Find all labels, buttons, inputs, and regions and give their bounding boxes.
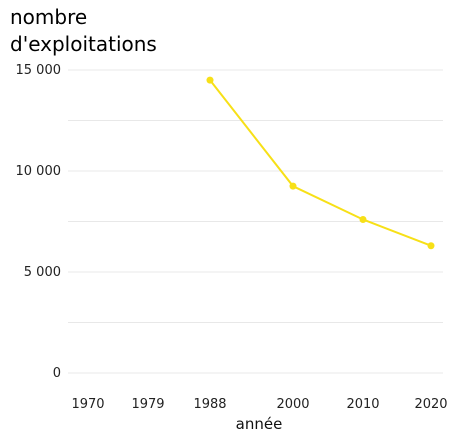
y-axis-ticks: 0 5 000 10 000 15 000 — [16, 63, 62, 381]
gridlines — [68, 69, 443, 374]
series-line — [209, 79, 432, 247]
y-tick-label: 15 000 — [16, 63, 62, 78]
y-axis-label-line-2: d'exploitations — [10, 32, 157, 56]
data-point — [206, 76, 214, 84]
x-axis-ticks: 1970 1979 1988 2000 2010 2020 — [71, 397, 447, 412]
data-point — [289, 182, 297, 190]
x-tick-label: 2020 — [414, 397, 447, 412]
data-point — [427, 242, 435, 250]
x-tick-label: 2010 — [346, 397, 379, 412]
series-layer — [206, 76, 435, 250]
x-tick-label: 2000 — [276, 397, 309, 412]
x-tick-label: 1979 — [131, 397, 164, 412]
x-axis-label: année — [236, 415, 283, 433]
y-tick-label: 10 000 — [16, 164, 62, 179]
x-tick-label: 1970 — [71, 397, 104, 412]
x-tick-label: 1988 — [193, 397, 226, 412]
y-tick-label: 0 — [53, 366, 61, 381]
y-tick-label: 5 000 — [24, 265, 61, 280]
y-axis-label-line-1: nombre — [10, 5, 87, 29]
data-point — [359, 215, 367, 223]
